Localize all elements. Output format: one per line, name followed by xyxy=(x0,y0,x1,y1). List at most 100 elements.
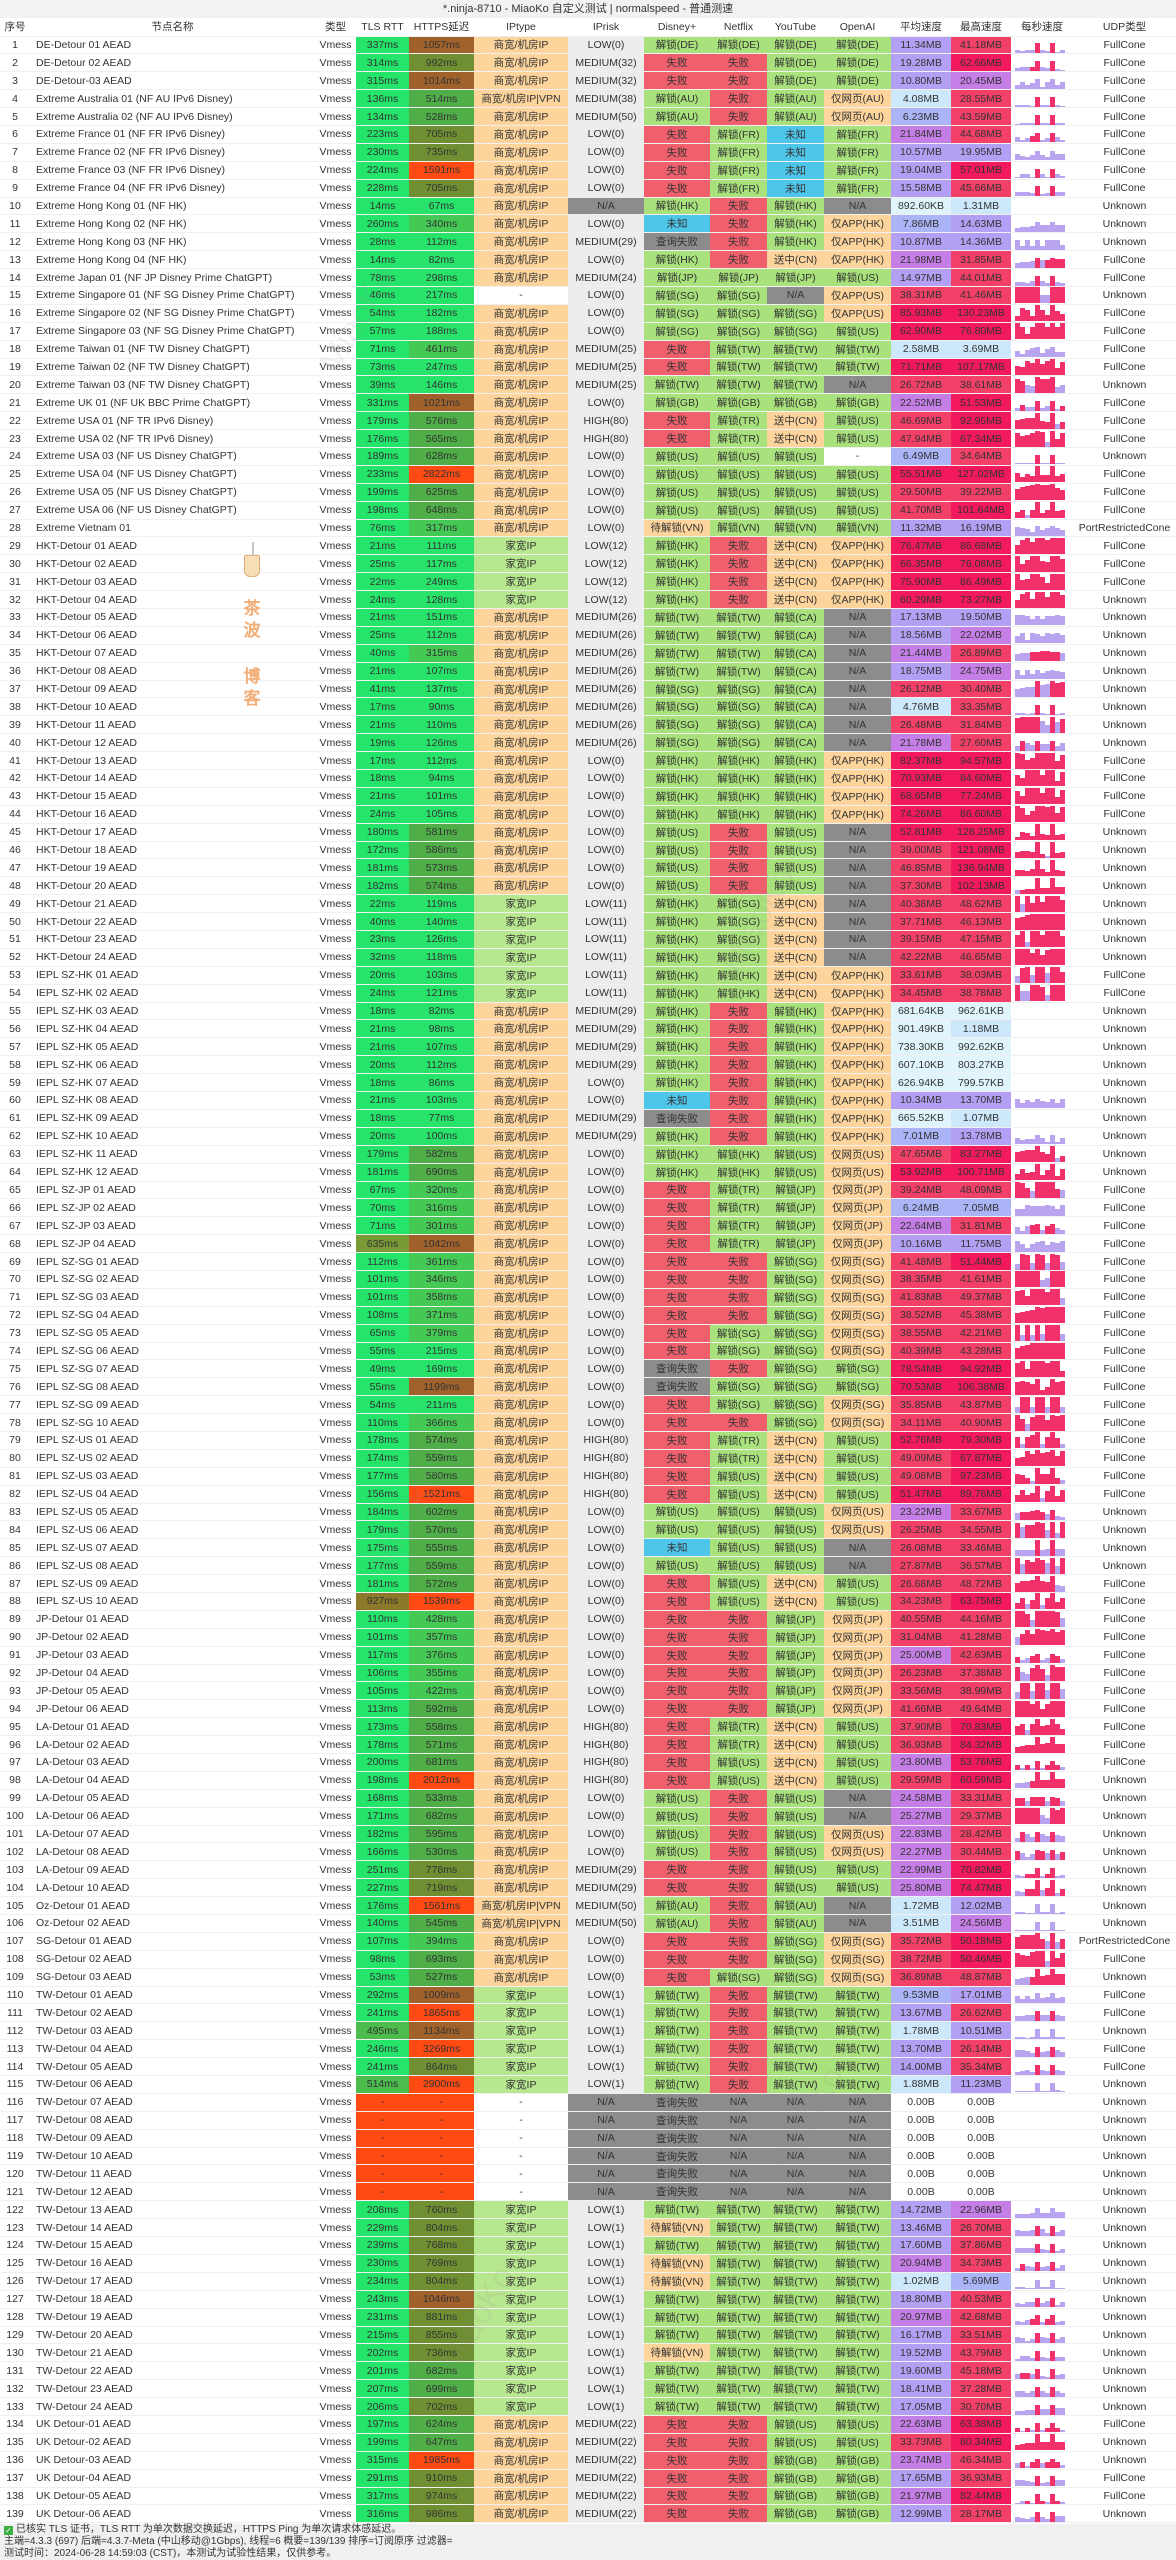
table-row[interactable]: 23 Extreme USA 02 (NF TR IPv6 Disney) Vmes… xyxy=(0,429,1176,448)
table-row[interactable]: 108 SG-Detour 02 AEAD Vmess 98ms 693ms 商宽/机房I… xyxy=(0,1950,1176,1969)
table-row[interactable]: 68 IEPL SZ-JP 04 AEAD Vmess 635ms 1042ms 商宽/机… xyxy=(0,1234,1176,1254)
table-row[interactable]: 123 TW-Detour 14 AEAD Vmess 229ms 804ms 家宽IP L… xyxy=(0,2218,1176,2238)
table-row[interactable]: 32 HKT-Detour 04 AEAD Vmess 24ms 128ms 家宽IP LO… xyxy=(0,590,1176,609)
table-row[interactable]: 65 IEPL SZ-JP 01 AEAD Vmess 67ms 320ms 商宽/机房I… xyxy=(0,1181,1176,1200)
column-header-max-speed[interactable]: 最高速度 xyxy=(951,18,1011,37)
table-row[interactable]: 36 HKT-Detour 08 AEAD Vmess 21ms 107ms 商宽/机房I… xyxy=(0,662,1176,681)
column-header-youtube[interactable]: YouTube xyxy=(767,18,824,37)
table-row[interactable]: 10 Extreme Hong Kong 01 (NF HK) Vmess 14ms 6… xyxy=(0,197,1176,216)
column-header-openai[interactable]: OpenAI xyxy=(824,18,891,37)
table-row[interactable]: 89 JP-Detour 01 AEAD Vmess 110ms 428ms 商宽/机房I… xyxy=(0,1610,1176,1629)
column-header-disney[interactable]: Disney+ xyxy=(644,18,710,37)
table-row[interactable]: 115 TW-Detour 06 AEAD Vmess 514ms 2900ms 家宽IP… xyxy=(0,2075,1176,2094)
table-row[interactable]: 94 JP-Detour 06 AEAD Vmess 113ms 592ms 商宽/机房I… xyxy=(0,1699,1176,1719)
table-row[interactable]: 82 IEPL SZ-US 04 AEAD Vmess 156ms 1521ms 商宽/机… xyxy=(0,1485,1176,1504)
table-row[interactable]: 78 IEPL SZ-SG 10 AEAD Vmess 110ms 366ms 商宽/机房… xyxy=(0,1413,1176,1432)
table-row[interactable]: 66 IEPL SZ-JP 02 AEAD Vmess 70ms 316ms 商宽/机房I… xyxy=(0,1198,1176,1218)
table-row[interactable]: 72 IEPL SZ-SG 04 AEAD Vmess 108ms 371ms 商宽/机房… xyxy=(0,1306,1176,1325)
column-header-node-name[interactable]: 节点名称 xyxy=(30,18,315,37)
table-row[interactable]: 85 IEPL SZ-US 07 AEAD Vmess 175ms 555ms 商宽/机房… xyxy=(0,1538,1176,1558)
table-row[interactable]: 25 Extreme USA 04 (NF US Disney ChatGPT) V… xyxy=(0,465,1176,484)
table-row[interactable]: 37 HKT-Detour 09 AEAD Vmess 41ms 137ms 商宽/机房I… xyxy=(0,680,1176,699)
table-row[interactable]: 46 HKT-Detour 18 AEAD Vmess 172ms 586ms 商宽/机房… xyxy=(0,841,1176,860)
table-row[interactable]: 43 HKT-Detour 15 AEAD Vmess 21ms 101ms 商宽/机房I… xyxy=(0,787,1176,806)
table-row[interactable]: 21 Extreme UK 01 (NF UK BBC Prime ChatGPT… xyxy=(0,393,1176,413)
table-row[interactable]: 24 Extreme USA 03 (NF US Disney ChatGPT) V… xyxy=(0,447,1176,466)
table-row[interactable]: 126 TW-Detour 17 AEAD Vmess 234ms 804ms 家宽IP L… xyxy=(0,2272,1176,2291)
table-row[interactable]: 73 IEPL SZ-SG 05 AEAD Vmess 65ms 379ms 商宽/机房I… xyxy=(0,1324,1176,1343)
table-row[interactable]: 15 Extreme Singapore 01 (NF SG Disney Pri… xyxy=(0,286,1176,305)
column-header-index[interactable]: 序号 xyxy=(0,18,30,37)
column-header-https-latency[interactable]: HTTPS延迟 xyxy=(409,18,474,37)
table-row[interactable]: 114 TW-Detour 05 AEAD Vmess 241ms 864ms 家宽IP L… xyxy=(0,2057,1176,2077)
table-row[interactable]: 67 IEPL SZ-JP 03 AEAD Vmess 71ms 301ms 商宽/机房I… xyxy=(0,1216,1176,1236)
table-row[interactable]: 17 Extreme Singapore 03 (NF SG Disney Pri… xyxy=(0,322,1176,341)
table-row[interactable]: 74 IEPL SZ-SG 06 AEAD Vmess 55ms 215ms 商宽/机房I… xyxy=(0,1342,1176,1361)
table-row[interactable]: 9 Extreme France 04 (NF FR IPv6 Disney) Vm… xyxy=(0,179,1176,198)
table-row[interactable]: 70 IEPL SZ-SG 02 AEAD Vmess 101ms 346ms 商宽/机房… xyxy=(0,1270,1176,1289)
table-row[interactable]: 1 DE-Detour 01 AEAD Vmess 337ms 1057ms 商宽/机房I… xyxy=(0,36,1176,55)
column-header-avg-speed[interactable]: 平均速度 xyxy=(891,18,951,37)
table-row[interactable]: 98 LA-Detour 04 AEAD Vmess 198ms 2012ms 商宽/机房… xyxy=(0,1771,1176,1790)
table-row[interactable]: 91 JP-Detour 03 AEAD Vmess 117ms 376ms 商宽/机房I… xyxy=(0,1646,1176,1665)
table-row[interactable]: 29 HKT-Detour 01 AEAD Vmess 21ms 111ms 家宽IP LO… xyxy=(0,536,1176,556)
table-row[interactable]: 49 HKT-Detour 21 AEAD Vmess 22ms 119ms 家宽IP LO… xyxy=(0,894,1176,914)
table-row[interactable]: 19 Extreme Taiwan 02 (NF TW Disney ChatGP… xyxy=(0,358,1176,377)
table-row[interactable]: 106 Oz-Detour 02 AEAD Vmess 140ms 545ms 商宽/机房… xyxy=(0,1914,1176,1933)
table-row[interactable]: 44 HKT-Detour 16 AEAD Vmess 24ms 105ms 商宽/机房I… xyxy=(0,805,1176,824)
column-header-tls-rtt[interactable]: TLS RTT xyxy=(356,18,409,37)
table-row[interactable]: 50 HKT-Detour 22 AEAD Vmess 40ms 140ms 家宽IP LO… xyxy=(0,912,1176,932)
table-row[interactable]: 99 LA-Detour 05 AEAD Vmess 168ms 533ms 商宽/机房I… xyxy=(0,1789,1176,1808)
table-row[interactable]: 42 HKT-Detour 14 AEAD Vmess 18ms 94ms 商宽/机房IP… xyxy=(0,769,1176,788)
table-row[interactable]: 90 JP-Detour 02 AEAD Vmess 101ms 357ms 商宽/机房I… xyxy=(0,1628,1176,1647)
table-row[interactable]: 71 IEPL SZ-SG 03 AEAD Vmess 101ms 358ms 商宽/机房… xyxy=(0,1288,1176,1307)
table-row[interactable]: 97 LA-Detour 03 AEAD Vmess 200ms 681ms 商宽/机房I… xyxy=(0,1753,1176,1772)
table-row[interactable]: 63 IEPL SZ-HK 11 AEAD Vmess 179ms 582ms 商宽/机房… xyxy=(0,1145,1176,1164)
table-row[interactable]: 80 IEPL SZ-US 02 AEAD Vmess 174ms 559ms 商宽/机房… xyxy=(0,1449,1176,1468)
table-row[interactable]: 3 DE-Detour-03 AEAD Vmess 315ms 1014ms 商宽/机房I… xyxy=(0,71,1176,91)
table-row[interactable]: 87 IEPL SZ-US 09 AEAD Vmess 181ms 572ms 商宽/机房… xyxy=(0,1574,1176,1593)
table-row[interactable]: 5 Extreme Australia 02 (NF AU IPv6 Disney… xyxy=(0,107,1176,126)
column-header-type[interactable]: 类型 xyxy=(315,18,356,37)
table-row[interactable]: 110 TW-Detour 01 AEAD Vmess 292ms 1009ms 家宽IP… xyxy=(0,1986,1176,2005)
table-row[interactable]: 137 UK Detour-04 AEAD Vmess 291ms 910ms 商宽/机房… xyxy=(0,2469,1176,2488)
table-row[interactable]: 61 IEPL SZ-HK 09 AEAD Vmess 18ms 77ms 商宽/机房IP… xyxy=(0,1109,1176,1128)
table-row[interactable]: 58 IEPL SZ-HK 06 AEAD Vmess 20ms 112ms 商宽/机房I… xyxy=(0,1055,1176,1075)
table-row[interactable]: 60 IEPL SZ-HK 08 AEAD Vmess 21ms 103ms 商宽/机房I… xyxy=(0,1091,1176,1110)
table-row[interactable]: 124 TW-Detour 15 AEAD Vmess 239ms 768ms 家宽IP L… xyxy=(0,2236,1176,2255)
table-row[interactable]: 121 TW-Detour 12 AEAD Vmess - - - N/A 查询失败 N/A N/… xyxy=(0,2182,1176,2202)
table-row[interactable]: 8 Extreme France 03 (NF FR IPv6 Disney) Vm… xyxy=(0,161,1176,180)
table-row[interactable]: 113 TW-Detour 04 AEAD Vmess 246ms 3269ms 家宽IP… xyxy=(0,2039,1176,2059)
table-row[interactable]: 118 TW-Detour 09 AEAD Vmess - - - N/A 查询失败 N/A N/… xyxy=(0,2129,1176,2148)
column-header-netflix[interactable]: Netflix xyxy=(710,18,767,37)
table-row[interactable]: 116 TW-Detour 07 AEAD Vmess - - - N/A 查询失败 N/A N/… xyxy=(0,2093,1176,2112)
table-row[interactable]: 112 TW-Detour 03 AEAD Vmess 495ms 1134ms 家宽IP… xyxy=(0,2021,1176,2041)
table-row[interactable]: 20 Extreme Taiwan 03 (NF TW Disney ChatGP… xyxy=(0,375,1176,395)
table-row[interactable]: 41 HKT-Detour 13 AEAD Vmess 17ms 112ms 商宽/机房I… xyxy=(0,751,1176,771)
table-row[interactable]: 76 IEPL SZ-SG 08 AEAD Vmess 55ms 1199ms 商宽/机房… xyxy=(0,1377,1176,1397)
table-row[interactable]: 133 TW-Detour 24 AEAD Vmess 206ms 702ms 家宽IP L… xyxy=(0,2397,1176,2416)
table-row[interactable]: 122 TW-Detour 13 AEAD Vmess 208ms 760ms 家宽IP L… xyxy=(0,2200,1176,2220)
column-header-ip-risk[interactable]: IPrisk xyxy=(568,18,644,37)
table-row[interactable]: 117 TW-Detour 08 AEAD Vmess - - - N/A 查询失败 N/A N/… xyxy=(0,2111,1176,2130)
table-row[interactable]: 47 HKT-Detour 19 AEAD Vmess 181ms 573ms 商宽/机房… xyxy=(0,858,1176,878)
table-row[interactable]: 18 Extreme Taiwan 01 (NF TW Disney ChatGP… xyxy=(0,340,1176,359)
table-row[interactable]: 129 TW-Detour 20 AEAD Vmess 215ms 855ms 家宽IP L… xyxy=(0,2326,1176,2345)
table-row[interactable]: 14 Extreme Japan 01 (NF JP Disney Prime C… xyxy=(0,268,1176,287)
table-row[interactable]: 52 HKT-Detour 24 AEAD Vmess 32ms 118ms 家宽IP LO… xyxy=(0,948,1176,967)
table-row[interactable]: 40 HKT-Detour 12 AEAD Vmess 19ms 126ms 商宽/机房I… xyxy=(0,733,1176,753)
table-row[interactable]: 111 TW-Detour 02 AEAD Vmess 241ms 1865ms 家宽IP… xyxy=(0,2003,1176,2023)
table-row[interactable]: 6 Extreme France 01 (NF FR IPv6 Disney) Vm… xyxy=(0,125,1176,144)
table-row[interactable]: 54 IEPL SZ-HK 02 AEAD Vmess 24ms 121ms 家宽IP LO… xyxy=(0,984,1176,1003)
table-row[interactable]: 13 Extreme Hong Kong 04 (NF HK) Vmess 14ms 8… xyxy=(0,250,1176,270)
table-row[interactable]: 132 TW-Detour 23 AEAD Vmess 207ms 699ms 家宽IP L… xyxy=(0,2379,1176,2399)
table-row[interactable]: 96 LA-Detour 02 AEAD Vmess 178ms 571ms 商宽/机房I… xyxy=(0,1735,1176,1754)
column-header-per-second-speed[interactable]: 每秒速度 xyxy=(1011,18,1073,37)
table-row[interactable]: 16 Extreme Singapore 02 (NF SG Disney Pri… xyxy=(0,304,1176,323)
table-row[interactable]: 103 LA-Detour 09 AEAD Vmess 251ms 778ms 商宽/机房… xyxy=(0,1860,1176,1880)
table-row[interactable]: 134 UK Detour-01 AEAD Vmess 197ms 624ms 商宽/机房… xyxy=(0,2415,1176,2434)
table-row[interactable]: 4 Extreme Australia 01 (NF AU IPv6 Disney… xyxy=(0,89,1176,109)
table-row[interactable]: 64 IEPL SZ-HK 12 AEAD Vmess 181ms 690ms 商宽/机房… xyxy=(0,1163,1176,1182)
table-row[interactable]: 59 IEPL SZ-HK 07 AEAD Vmess 18ms 86ms 商宽/机房IP… xyxy=(0,1073,1176,1093)
table-row[interactable]: 30 HKT-Detour 02 AEAD Vmess 25ms 117ms 家宽IP LO… xyxy=(0,554,1176,574)
